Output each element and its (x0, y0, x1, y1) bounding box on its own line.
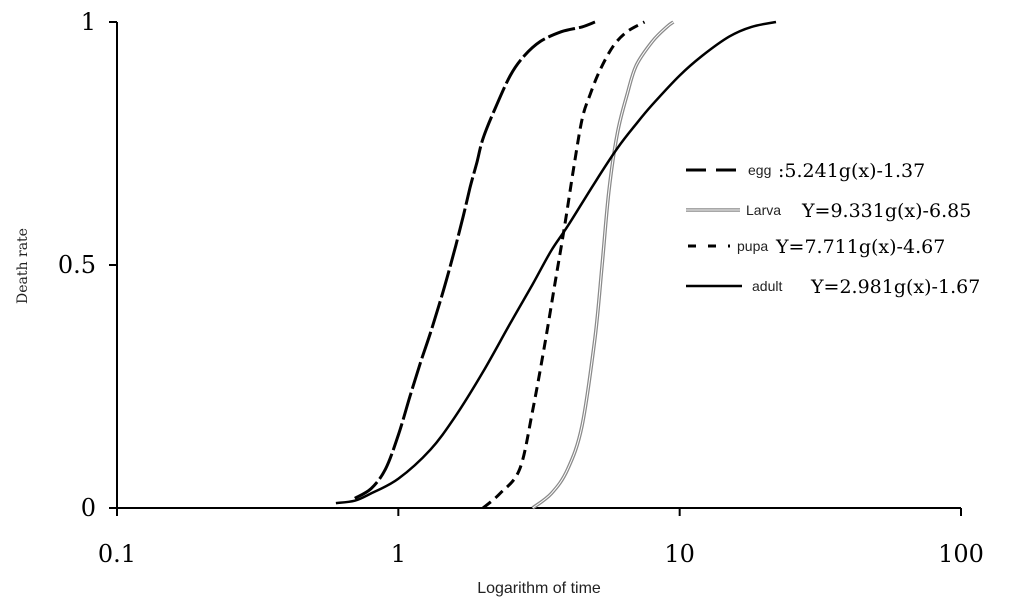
x-axis-label: Logarithm of time (477, 580, 601, 597)
y-tick-label: 1 (81, 8, 96, 36)
y-tick-label: 0 (81, 494, 96, 522)
legend-label-adult: adult (752, 278, 782, 294)
legend-equation-egg: :5.241g(x)-1.37 (778, 160, 925, 182)
x-tick-label: 100 (938, 540, 984, 568)
y-tick-label: 0.5 (58, 251, 96, 279)
legend-label-larva: Larva (746, 202, 781, 218)
x-tick-label: 1 (391, 540, 406, 568)
legend-label-egg: egg (748, 162, 771, 178)
series-line-larva (531, 20, 675, 510)
x-tick-label: 0.1 (98, 540, 136, 568)
x-tick-label: 10 (664, 540, 695, 568)
series-line-adult (335, 20, 777, 505)
ticks: 0.1 1 10 100 0 0.5 1 (58, 8, 984, 568)
series-line-pupa (482, 20, 646, 510)
y-axis-label: Death rate (15, 228, 31, 304)
legend-equation-larva: Y=9.331g(x)-6.85 (801, 200, 971, 222)
legend-equation-pupa: Y=7.711g(x)-4.67 (775, 236, 945, 258)
legend-equation-adult: Y=2.981g(x)-1.67 (810, 276, 980, 298)
axes (116, 22, 961, 509)
series-line-inner-larva (532, 21, 674, 509)
legend-label-pupa: pupa (737, 238, 768, 254)
legend: egg :5.241g(x)-1.37 Larva Y=9.331g(x)-6.85 p… (686, 160, 980, 298)
series-line-egg (354, 20, 596, 500)
series-layer (335, 20, 777, 510)
